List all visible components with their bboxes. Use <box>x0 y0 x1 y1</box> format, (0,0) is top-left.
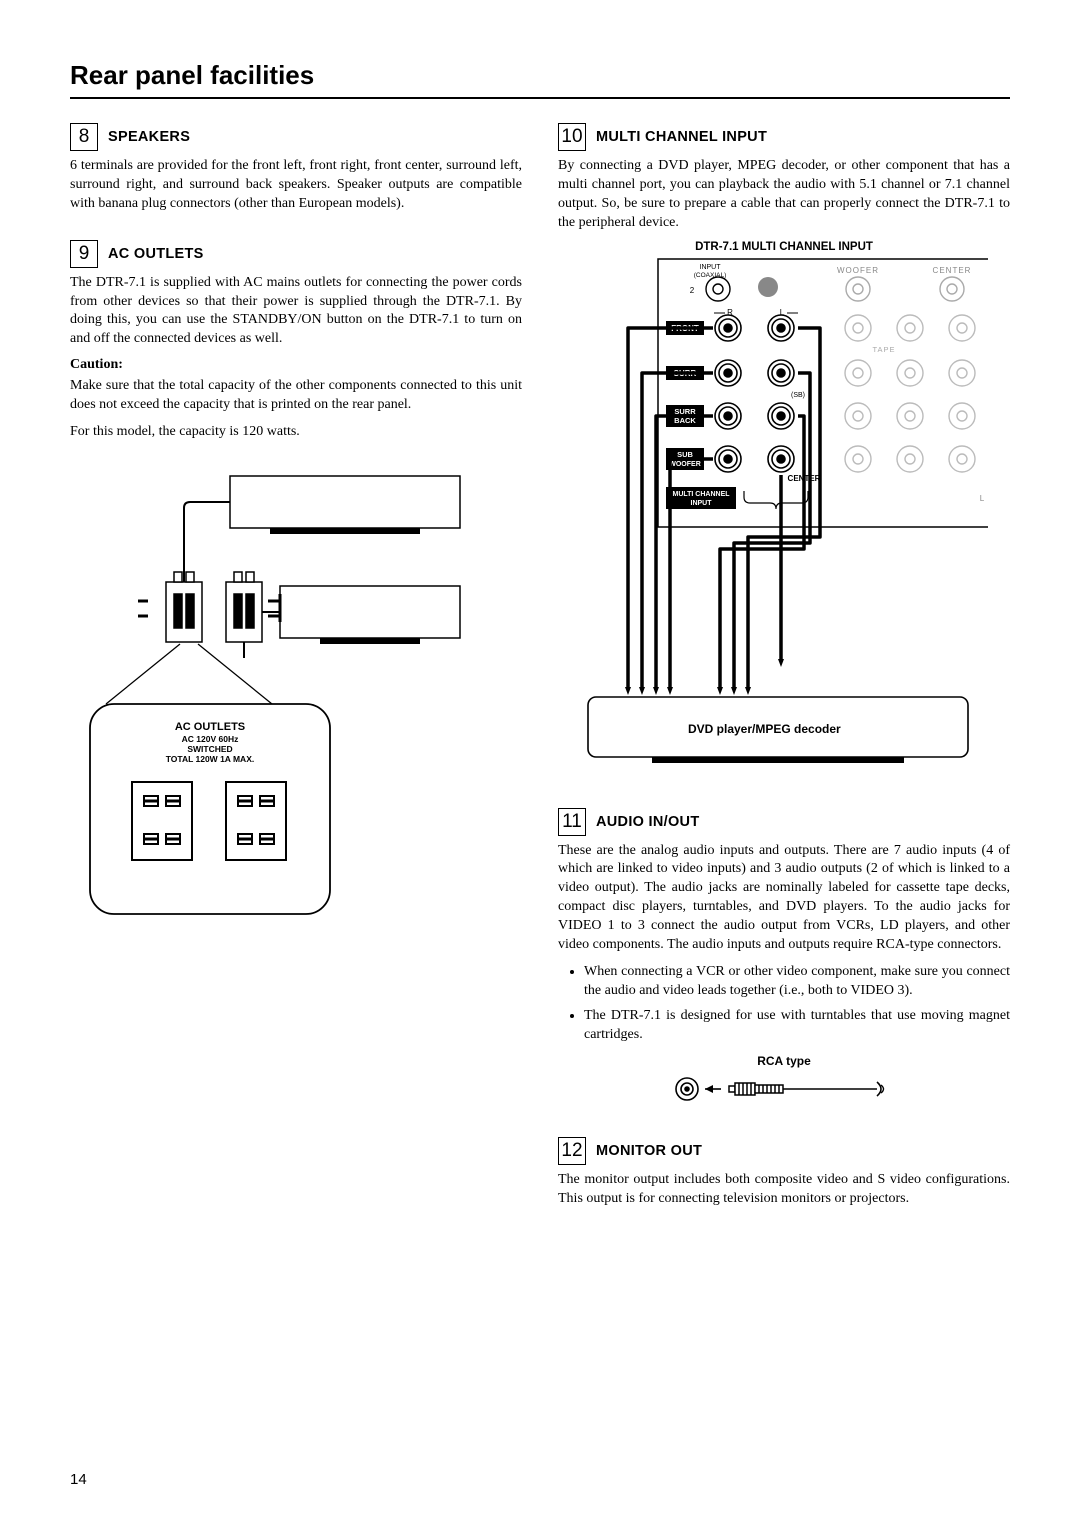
svg-text:CENTER: CENTER <box>933 266 972 275</box>
audio-bullets: When connecting a VCR or other video com… <box>558 963 1010 1045</box>
svg-text:TAPE: TAPE <box>872 345 895 354</box>
svg-text:AC 120V 60Hz: AC 120V 60Hz <box>182 734 239 744</box>
mc-fig-title: DTR-7.1 MULTI CHANNEL INPUT <box>558 241 1010 253</box>
section-audio-io: 11 AUDIO IN/OUT These are the analog aud… <box>558 808 1010 1112</box>
svg-text:INPUT: INPUT <box>691 500 713 507</box>
section-title-multi-channel: MULTI CHANNEL INPUT <box>596 129 767 145</box>
two-column-layout: 8 SPEAKERS 6 terminals are provided for … <box>70 117 1010 1235</box>
ac-caution-label: Caution: <box>70 357 522 373</box>
section-number-12: 12 <box>558 1137 586 1165</box>
multi-channel-diagram: INPUT (COAXIAL) WOOFER CENTER 2 R <box>558 257 1010 782</box>
section-title-monitor-out: MONITOR OUT <box>596 1143 702 1159</box>
section-monitor-out: 12 MONITOR OUT The monitor output includ… <box>558 1137 1010 1209</box>
ac-p1: The DTR-7.1 is supplied with AC mains ou… <box>70 274 522 350</box>
svg-text:MULTI CHANNEL: MULTI CHANNEL <box>672 491 730 498</box>
svg-text:DVD player/MPEG decoder: DVD player/MPEG decoder <box>688 722 841 736</box>
section-ac-outlets: 9 AC OUTLETS The DTR-7.1 is supplied wit… <box>70 240 522 941</box>
monitor-body: The monitor output includes both composi… <box>558 1171 1010 1209</box>
section-multi-channel: 10 MULTI CHANNEL INPUT By connecting a D… <box>558 123 1010 782</box>
section-number-11: 11 <box>558 808 586 836</box>
svg-text:(SB): (SB) <box>791 392 805 399</box>
left-column: 8 SPEAKERS 6 terminals are provided for … <box>70 117 522 1235</box>
multi-channel-body: By connecting a DVD player, MPEG decoder… <box>558 157 1010 233</box>
page-number: 14 <box>70 1471 87 1488</box>
section-number-9: 9 <box>70 240 98 268</box>
svg-text:L: L <box>980 494 985 503</box>
right-column: 10 MULTI CHANNEL INPUT By connecting a D… <box>558 117 1010 1235</box>
audio-bullet-2: The DTR-7.1 is designed for use with tur… <box>584 1007 1010 1045</box>
audio-body: These are the analog audio inputs and ou… <box>558 842 1010 955</box>
section-title-speakers: SPEAKERS <box>108 129 190 145</box>
audio-bullet-1: When connecting a VCR or other video com… <box>584 963 1010 1001</box>
ac-p2: Make sure that the total capacity of the… <box>70 377 522 415</box>
svg-text:TOTAL 120W 1A MAX.: TOTAL 120W 1A MAX. <box>166 754 254 764</box>
speakers-body: 6 terminals are provided for the front l… <box>70 157 522 214</box>
svg-text:WOOFER: WOOFER <box>837 266 879 275</box>
section-speakers: 8 SPEAKERS 6 terminals are provided for … <box>70 123 522 214</box>
ac-outlets-diagram: AC OUTLETS AC 120V 60Hz SWITCHED TOTAL 1… <box>70 466 522 941</box>
rca-label: RCA type <box>558 1054 1010 1068</box>
svg-text:WOOFER: WOOFER <box>669 461 701 468</box>
section-number-8: 8 <box>70 123 98 151</box>
svg-text:SWITCHED: SWITCHED <box>187 744 232 754</box>
svg-text:INPUT: INPUT <box>700 264 722 271</box>
page-title: Rear panel facilities <box>70 60 1010 99</box>
rca-diagram: RCA type <box>558 1054 1010 1111</box>
svg-text:AC OUTLETS: AC OUTLETS <box>175 721 245 733</box>
section-title-ac-outlets: AC OUTLETS <box>108 246 204 262</box>
section-number-10: 10 <box>558 123 586 151</box>
ac-p3: For this model, the capacity is 120 watt… <box>70 423 522 442</box>
section-title-audio-io: AUDIO IN/OUT <box>596 814 700 830</box>
svg-text:2: 2 <box>690 286 695 295</box>
